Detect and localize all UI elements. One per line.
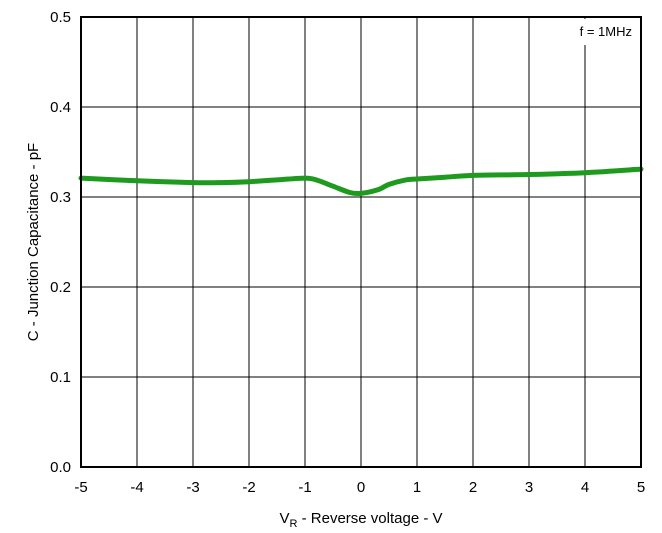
x-tick-label: -2 bbox=[242, 479, 255, 496]
annotation-frequency: f = 1MHz bbox=[580, 24, 632, 39]
y-tick-label: 0.3 bbox=[50, 189, 71, 206]
x-axis-label-subscript: R bbox=[290, 518, 298, 530]
annotation-box: f = 1MHz bbox=[557, 19, 637, 45]
grid bbox=[80, 16, 642, 468]
y-tick-label: 0.1 bbox=[50, 369, 71, 386]
series-layer bbox=[78, 166, 644, 197]
x-axis-label: VR - Reverse voltage - V bbox=[279, 510, 442, 530]
y-tick-labels: 0.0 0.1 0.2 0.3 0.4 0.5 bbox=[50, 9, 71, 476]
y-axis-label: C - Junction Capacitance - pF bbox=[25, 143, 42, 341]
x-axis-label-rest: - Reverse voltage - V bbox=[297, 510, 442, 527]
x-tick-label: 2 bbox=[469, 479, 477, 496]
y-tick-label: 0.2 bbox=[50, 279, 71, 296]
y-tick-label: 0.4 bbox=[50, 99, 71, 116]
y-tick-label: 0.5 bbox=[50, 9, 71, 26]
x-tick-label: 3 bbox=[525, 479, 533, 496]
x-tick-label: -4 bbox=[130, 479, 143, 496]
x-tick-labels: -5 -4 -3 -2 -1 0 1 2 3 4 5 bbox=[74, 479, 645, 496]
x-tick-label: -5 bbox=[74, 479, 87, 496]
plot-frame bbox=[80, 16, 642, 468]
x-tick-label: -3 bbox=[186, 479, 199, 496]
x-tick-label: 4 bbox=[581, 479, 589, 496]
x-tick-label: 5 bbox=[637, 479, 645, 496]
series-line-0 bbox=[78, 166, 644, 197]
x-tick-label: 1 bbox=[413, 479, 421, 496]
x-tick-label: -1 bbox=[298, 479, 311, 496]
x-tick-label: 0 bbox=[357, 479, 365, 496]
y-tick-label: 0.0 bbox=[50, 459, 71, 476]
x-axis-label-main: V bbox=[279, 510, 289, 527]
